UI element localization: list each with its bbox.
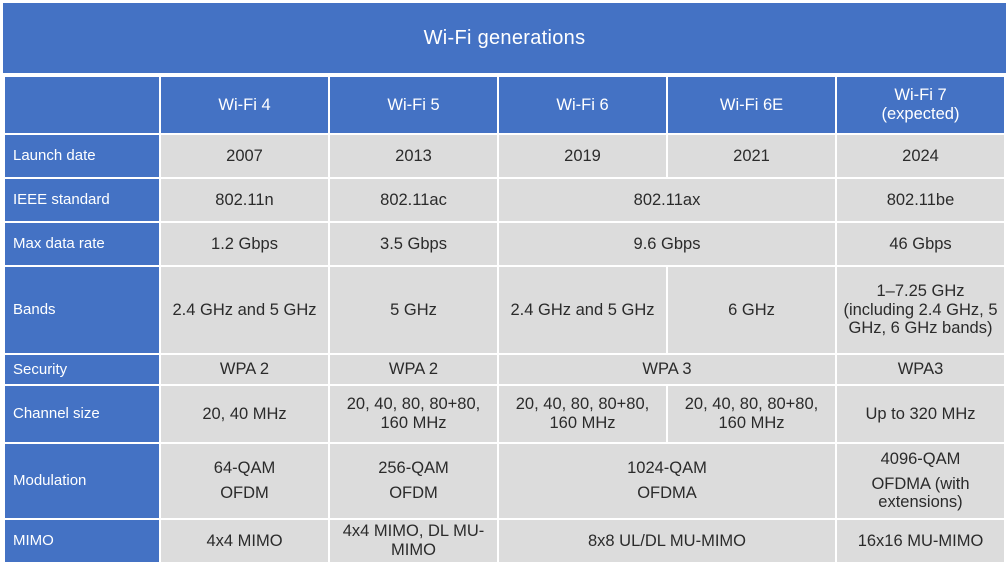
row-label-max-data-rate: Max data rate: [5, 223, 159, 265]
row-label-security: Security: [5, 355, 159, 384]
modulation-qam: 256-QAM: [378, 459, 449, 478]
modulation-ofdma: OFDMA (with extensions): [871, 474, 970, 512]
cell-modulation-wifi7: 4096-QAM OFDMA (with extensions): [837, 444, 1004, 518]
cell-mimo-wifi7: 16x16 MU-MIMO: [837, 520, 1004, 562]
cell-ieee-wifi4: 802.11n: [161, 179, 328, 221]
modulation-ofdm: OFDM: [389, 484, 438, 502]
table-row: Channel size 20, 40 MHz 20, 40, 80, 80+8…: [5, 386, 1004, 442]
cell-security-wifi7: WPA3: [837, 355, 1004, 384]
modulation-qam: 64-QAM: [213, 459, 276, 478]
modulation-ofdm: OFDM: [220, 484, 269, 502]
table-row: Modulation 64-QAM OFDM 256-QAM OFDM 1024…: [5, 444, 1004, 518]
cell-rate-wifi4: 1.2 Gbps: [161, 223, 328, 265]
table-row: Bands 2.4 GHz and 5 GHz 5 GHz 2.4 GHz an…: [5, 267, 1004, 353]
corner-cell: [5, 77, 159, 133]
table-row: Launch date 2007 2013 2019 2021 2024: [5, 135, 1004, 177]
cell-bands-wifi5: 5 GHz: [330, 267, 497, 353]
cell-channel-wifi6: 20, 40, 80, 80+80, 160 MHz: [499, 386, 666, 442]
table-row: IEEE standard 802.11n 802.11ac 802.11ax …: [5, 179, 1004, 221]
cell-mimo-wifi6-6e: 8x8 UL/DL MU-MIMO: [499, 520, 835, 562]
cell-bands-wifi7: 1–7.25 GHz (including 2.4 GHz, 5 GHz, 6 …: [837, 267, 1004, 353]
cell-launch-wifi6e: 2021: [668, 135, 835, 177]
row-label-modulation: Modulation: [5, 444, 159, 518]
cell-rate-wifi7: 46 Gbps: [837, 223, 1004, 265]
modulation-ofdma: OFDMA: [637, 484, 697, 502]
column-header-wifi6e: Wi-Fi 6E: [668, 77, 835, 133]
column-header-wifi7: Wi-Fi 7 (expected): [837, 77, 1004, 133]
cell-mimo-wifi5: 4x4 MIMO, DL MU-MIMO: [330, 520, 497, 562]
cell-bands-wifi4: 2.4 GHz and 5 GHz: [161, 267, 328, 353]
cell-channel-wifi7: Up to 320 MHz: [837, 386, 1004, 442]
wifi-generations-slide: Wi-Fi generations Wi-Fi 4 Wi-Fi 5 Wi-Fi …: [3, 3, 1006, 562]
cell-modulation-wifi6-6e: 1024-QAM OFDMA: [499, 444, 835, 518]
cell-launch-wifi4: 2007: [161, 135, 328, 177]
cell-launch-wifi7: 2024: [837, 135, 1004, 177]
cell-channel-wifi4: 20, 40 MHz: [161, 386, 328, 442]
table-row: Security WPA 2 WPA 2 WPA 3 WPA3: [5, 355, 1004, 384]
cell-rate-wifi5: 3.5 Gbps: [330, 223, 497, 265]
table-row: Max data rate 1.2 Gbps 3.5 Gbps 9.6 Gbps…: [5, 223, 1004, 265]
cell-mimo-wifi4: 4x4 MIMO: [161, 520, 328, 562]
row-label-launch-date: Launch date: [5, 135, 159, 177]
cell-channel-wifi6e: 20, 40, 80, 80+80, 160 MHz: [668, 386, 835, 442]
cell-launch-wifi5: 2013: [330, 135, 497, 177]
table-title: Wi-Fi generations: [3, 3, 1006, 73]
cell-bands-wifi6: 2.4 GHz and 5 GHz: [499, 267, 666, 353]
row-label-mimo: MIMO: [5, 520, 159, 562]
cell-modulation-wifi4: 64-QAM OFDM: [161, 444, 328, 518]
cell-ieee-wifi5: 802.11ac: [330, 179, 497, 221]
cell-bands-wifi6e: 6 GHz: [668, 267, 835, 353]
row-label-channel-size: Channel size: [5, 386, 159, 442]
column-header-wifi6: Wi-Fi 6: [499, 77, 666, 133]
column-header-wifi5: Wi-Fi 5: [330, 77, 497, 133]
cell-modulation-wifi5: 256-QAM OFDM: [330, 444, 497, 518]
header-row: Wi-Fi 4 Wi-Fi 5 Wi-Fi 6 Wi-Fi 6E Wi-Fi 7…: [5, 77, 1004, 133]
wifi-comparison-table: Wi-Fi 4 Wi-Fi 5 Wi-Fi 6 Wi-Fi 6E Wi-Fi 7…: [3, 75, 1006, 564]
modulation-qam: 1024-QAM: [627, 459, 707, 478]
modulation-qam: 4096-QAM: [880, 449, 961, 468]
row-label-bands: Bands: [5, 267, 159, 353]
cell-ieee-wifi6-6e: 802.11ax: [499, 179, 835, 221]
cell-security-wifi6-6e: WPA 3: [499, 355, 835, 384]
cell-security-wifi5: WPA 2: [330, 355, 497, 384]
cell-security-wifi4: WPA 2: [161, 355, 328, 384]
cell-launch-wifi6: 2019: [499, 135, 666, 177]
cell-rate-wifi6-6e: 9.6 Gbps: [499, 223, 835, 265]
cell-channel-wifi5: 20, 40, 80, 80+80, 160 MHz: [330, 386, 497, 442]
table-row: MIMO 4x4 MIMO 4x4 MIMO, DL MU-MIMO 8x8 U…: [5, 520, 1004, 562]
cell-ieee-wifi7: 802.11be: [837, 179, 1004, 221]
column-header-wifi4: Wi-Fi 4: [161, 77, 328, 133]
row-label-ieee-standard: IEEE standard: [5, 179, 159, 221]
